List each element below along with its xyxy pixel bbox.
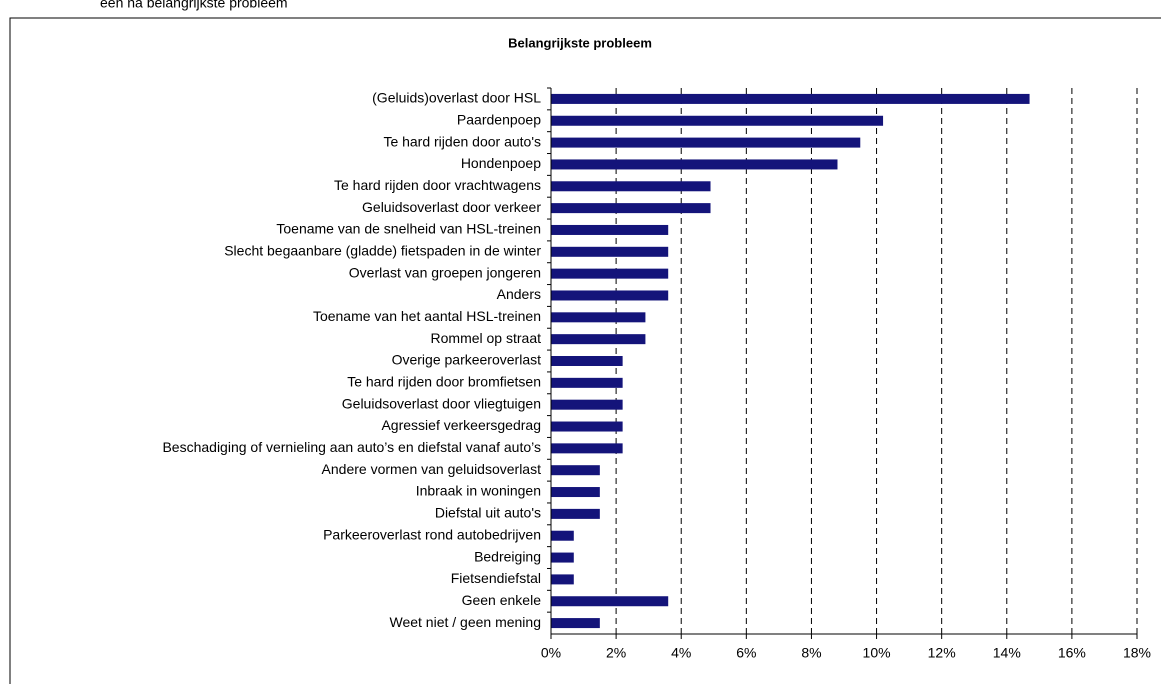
bar <box>551 93 1030 104</box>
bar <box>551 224 669 235</box>
bar <box>551 334 646 345</box>
y-tick-label: Hondenpoep <box>461 155 541 171</box>
bar <box>551 552 574 563</box>
x-tick-label: 0% <box>541 645 561 661</box>
bar <box>551 159 838 170</box>
x-tick-label: 18% <box>1123 645 1151 661</box>
chart-border <box>9 17 1161 684</box>
x-tick-label: 8% <box>801 645 821 661</box>
bar <box>551 421 623 432</box>
y-tick-label: Inbraak in woningen <box>416 483 541 499</box>
bar <box>551 443 623 454</box>
y-tick-label: Slecht begaanbare (gladde) fietspaden in… <box>224 243 541 259</box>
y-tick-label: Bedreiging <box>474 548 541 564</box>
y-tick-label: Parkeeroverlast rond autobedrijven <box>323 526 541 542</box>
y-tick-label: Toename van het aantal HSL-treinen <box>313 308 541 324</box>
y-tick-label: Weet niet / geen mening <box>389 614 541 630</box>
y-tick-label: Fietsendiefstal <box>451 570 541 586</box>
x-tick-label: 14% <box>993 645 1021 661</box>
y-tick-label: Geluidsoverlast door vliegtuigen <box>342 395 541 411</box>
bar <box>551 181 711 192</box>
y-tick-label: Te hard rijden door vrachtwagens <box>334 177 541 193</box>
bar <box>551 203 711 214</box>
bar <box>551 487 600 498</box>
bar <box>551 377 623 388</box>
bar <box>551 618 600 629</box>
bar <box>551 137 861 148</box>
y-tick-label: Agressief verkeersgedrag <box>381 417 541 433</box>
header-text: een na belangrijkste probleem <box>100 0 288 11</box>
x-tick-label: 16% <box>1058 645 1086 661</box>
bar <box>551 596 669 607</box>
bar <box>551 246 669 257</box>
bar <box>551 399 623 410</box>
bar <box>551 290 669 301</box>
y-tick-label: Toename van de snelheid van HSL-treinen <box>276 221 541 237</box>
bar <box>551 115 884 126</box>
y-tick-label: Overige parkeeroverlast <box>392 352 542 368</box>
x-tick-label: 6% <box>736 645 756 661</box>
y-tick-label: Te hard rijden door bromfietsen <box>347 374 541 390</box>
y-tick-label: Beschadiging of vernieling aan auto’s en… <box>162 439 541 455</box>
y-tick-label: Geluidsoverlast door verkeer <box>362 199 541 215</box>
y-tick-label: Anders <box>497 286 541 302</box>
bar <box>551 356 623 366</box>
chart-title: Belangrijkste probleem <box>508 35 652 50</box>
y-tick-label: Andere vormen van geluidsoverlast <box>322 461 542 477</box>
bar <box>551 465 600 476</box>
bar <box>551 312 646 323</box>
x-tick-label: 10% <box>863 645 891 661</box>
y-tick-label: Rommel op straat <box>431 330 542 346</box>
bar <box>551 508 600 519</box>
x-tick-label: 4% <box>671 645 691 661</box>
y-tick-label: Paardenpoep <box>457 111 541 127</box>
x-tick-label: 2% <box>606 645 626 661</box>
y-tick-label: Geen enkele <box>462 592 542 608</box>
bar <box>551 530 574 541</box>
bar <box>551 268 669 279</box>
x-tick-label: 12% <box>928 645 956 661</box>
bar <box>551 574 574 585</box>
y-tick-label: Te hard rijden door auto's <box>383 133 541 149</box>
y-tick-label: (Geluids)overlast door HSL <box>372 90 541 106</box>
y-tick-label: Overlast van groepen jongeren <box>349 264 541 280</box>
y-tick-label: Diefstal uit auto's <box>435 505 541 521</box>
